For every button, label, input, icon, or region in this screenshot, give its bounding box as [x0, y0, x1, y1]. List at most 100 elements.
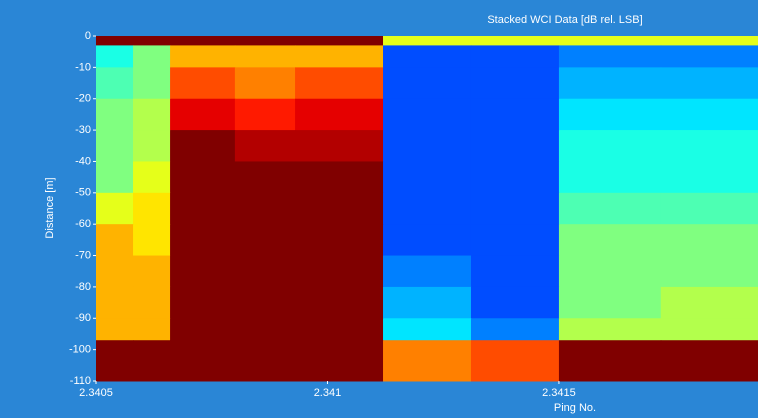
heatmap-cell — [295, 286, 384, 319]
heatmap-cell — [558, 255, 662, 288]
y-tick-label: -20 — [75, 93, 91, 105]
heatmap-cell — [383, 255, 472, 288]
heatmap-cell — [234, 224, 296, 257]
y-tick-label: -50 — [75, 187, 91, 199]
heatmap-cell — [133, 161, 171, 194]
heatmap-cell — [660, 340, 758, 382]
y-tick-label: -10 — [75, 61, 91, 73]
heatmap-cell — [295, 67, 384, 100]
heatmap-cell — [383, 224, 472, 257]
heatmap-cell — [170, 161, 236, 194]
heatmap-cell — [558, 98, 662, 131]
heatmap-cell — [234, 67, 296, 100]
heatmap-cell — [133, 36, 171, 46]
chart-title: Stacked WCI Data [dB rel. LSB] — [487, 14, 642, 26]
heatmap-cell — [660, 130, 758, 162]
heatmap-cell — [470, 318, 560, 341]
heatmap-cell — [660, 255, 758, 288]
heatmap-cell — [96, 318, 134, 341]
heatmap-cell — [660, 224, 758, 257]
x-tick-label: 2.3415 — [542, 387, 576, 399]
heatmap-cell — [96, 340, 134, 382]
heatmap-cell — [383, 286, 472, 319]
heatmap-cell — [96, 192, 134, 225]
heatmap-cell — [295, 340, 384, 382]
heatmap-cell — [470, 36, 560, 46]
heatmap-cell — [383, 192, 472, 225]
heatmap-cell — [170, 67, 236, 100]
heatmap-cell — [470, 45, 560, 68]
heatmap-cell — [96, 36, 134, 46]
heatmap-cell — [234, 36, 296, 46]
heatmap-cell — [470, 161, 560, 194]
heatmap-cell — [96, 98, 134, 131]
heatmap-cell — [96, 67, 134, 100]
heatmap-cell — [234, 340, 296, 382]
heatmap-cell — [660, 36, 758, 46]
heatmap-cell — [383, 340, 472, 382]
y-tick-label: -60 — [75, 218, 91, 230]
y-tick-label: 0 — [85, 30, 91, 42]
heatmap-cell — [295, 255, 384, 288]
y-tick-label: -90 — [75, 312, 91, 324]
x-axis-label: Ping No. — [554, 402, 596, 414]
y-tick-label: -80 — [75, 281, 91, 293]
heatmap-cell — [234, 161, 296, 194]
heatmap-cell — [295, 98, 384, 131]
y-tick-label: -110 — [70, 375, 91, 387]
heatmap-cell — [133, 67, 171, 100]
heatmap-cell — [558, 318, 662, 341]
heatmap-cell — [558, 286, 662, 319]
heatmap-cell — [383, 67, 472, 100]
heatmap-cell — [96, 130, 134, 162]
heatmap-cell — [558, 161, 662, 194]
heatmap-cell — [133, 224, 171, 257]
heatmap-cell — [558, 45, 662, 68]
heatmap-cell — [133, 340, 171, 382]
heatmap-cell — [383, 161, 472, 194]
y-tick-label: -70 — [75, 249, 91, 261]
heatmap-cell — [295, 130, 384, 162]
heatmap-cell — [234, 318, 296, 341]
heatmap-cell — [170, 45, 236, 68]
heatmap-cell — [170, 98, 236, 131]
heatmap-cell — [234, 98, 296, 131]
heatmap-cell — [558, 36, 662, 46]
y-tick-label: -40 — [75, 155, 91, 167]
heatmap-cell — [383, 98, 472, 131]
x-tick-label: 2.341 — [314, 387, 342, 399]
heatmap-cell — [234, 192, 296, 225]
heatmap-cell — [470, 192, 560, 225]
heatmap-cell — [558, 224, 662, 257]
heatmap-cell — [383, 130, 472, 162]
heatmap-cell — [234, 130, 296, 162]
heatmap-cell — [383, 45, 472, 68]
heatmap-cell — [170, 286, 236, 319]
heatmap-cell — [133, 286, 171, 319]
heatmap-cell — [295, 318, 384, 341]
heatmap-cell — [295, 45, 384, 68]
heatmap-cell — [170, 255, 236, 288]
heatmap-cell — [383, 318, 472, 341]
heatmap-cell — [96, 255, 134, 288]
heatmap-cell — [170, 192, 236, 225]
heatmap-cell — [133, 318, 171, 341]
heatmap-cell — [383, 36, 472, 46]
y-tick-label: -30 — [75, 124, 91, 136]
heatmap-cell — [470, 224, 560, 257]
heatmap-cell — [470, 98, 560, 131]
heatmap-cell — [470, 340, 560, 382]
heatmap-cell — [170, 340, 236, 382]
heatmap-cell — [234, 286, 296, 319]
heatmap-cell — [133, 130, 171, 162]
heatmap-cell — [470, 286, 560, 319]
heatmap-cell — [133, 255, 171, 288]
heatmap-cell — [660, 67, 758, 100]
heatmap-cell — [558, 192, 662, 225]
heatmap-cell — [660, 161, 758, 194]
heatmap-cell — [295, 224, 384, 257]
y-axis-label: Distance [m] — [44, 177, 56, 238]
heatmap-cell — [295, 161, 384, 194]
heatmap-cell — [133, 98, 171, 131]
heatmap-cell — [660, 98, 758, 131]
